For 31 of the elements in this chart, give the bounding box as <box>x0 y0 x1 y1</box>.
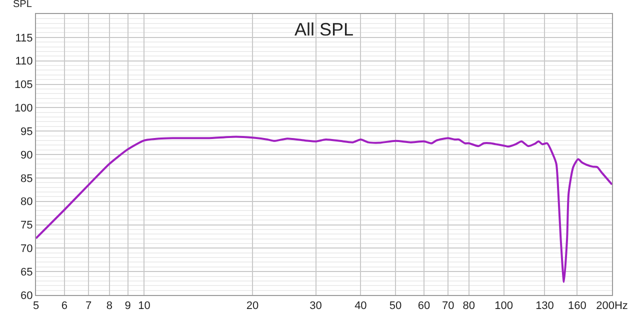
y-tick-label: 80 <box>20 196 33 208</box>
x-tick-label: 50 <box>389 300 402 312</box>
y-tick-label: 65 <box>20 266 33 278</box>
x-tick-label: 7 <box>85 300 92 312</box>
y-tick-label: 85 <box>20 172 33 185</box>
y-tick-label: 60 <box>20 290 33 302</box>
y-tick-label: 90 <box>20 149 33 162</box>
x-tick-label: 200Hz <box>596 300 628 312</box>
x-tick-label: 5 <box>32 300 40 312</box>
x-tick-label: 60 <box>418 300 430 312</box>
x-tick-label: 80 <box>462 300 476 312</box>
y-tick-label: 105 <box>14 79 33 92</box>
x-tick-label: 160 <box>568 300 586 312</box>
x-tick-label: 100 <box>494 300 513 312</box>
x-tick-label: 10 <box>138 300 150 312</box>
y-tick-label: 100 <box>14 102 33 115</box>
y-tick-label: 115 <box>15 32 33 44</box>
x-tick-label: 130 <box>536 300 554 312</box>
x-tick-label: 20 <box>246 300 259 312</box>
x-tick-label: 70 <box>442 300 454 312</box>
y-tick-label: 110 <box>15 56 33 68</box>
y-tick-label: 95 <box>20 126 33 138</box>
x-tick-label: 8 <box>106 300 112 312</box>
y-axis-title: SPL <box>13 0 32 10</box>
chart-title: All SPL <box>294 19 354 40</box>
y-tick-label: 75 <box>20 220 33 232</box>
x-tick-label: 6 <box>61 300 68 312</box>
x-tick-label: 30 <box>310 300 322 312</box>
x-tick-label: 9 <box>124 300 131 312</box>
x-tick-label: 40 <box>354 300 367 312</box>
y-tick-label: 70 <box>20 243 33 256</box>
